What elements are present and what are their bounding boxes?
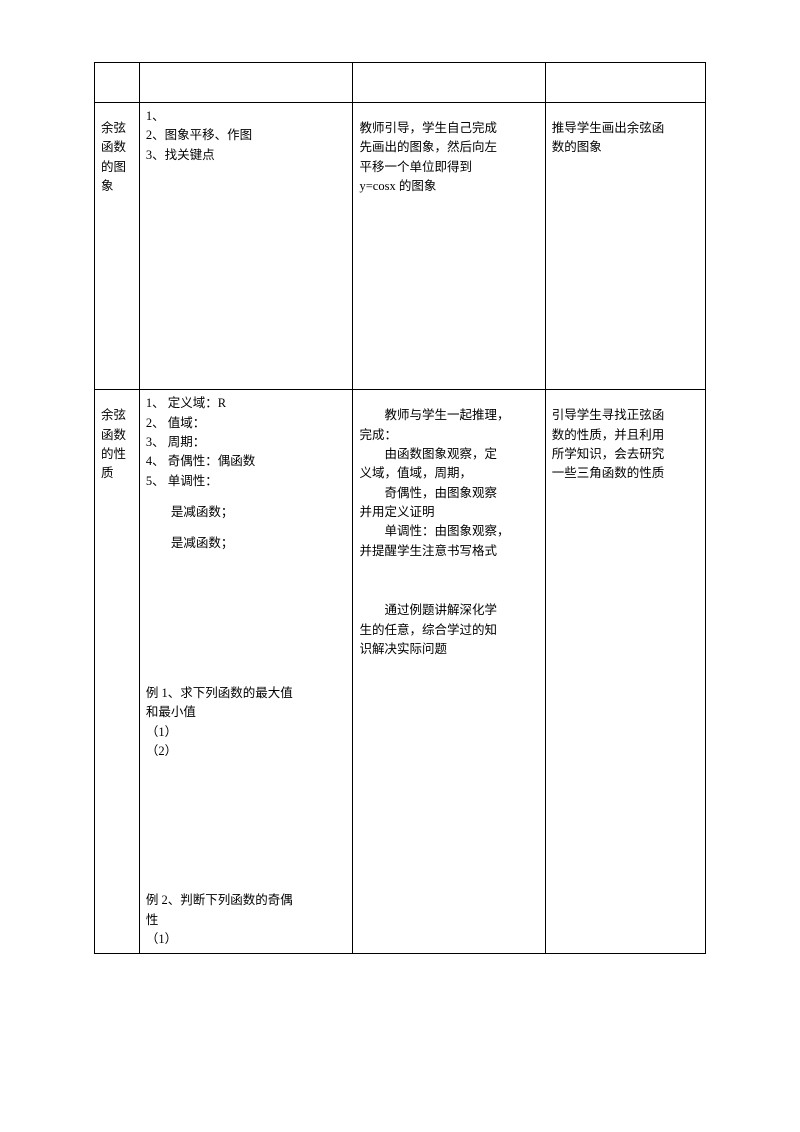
r2-c0-l4: 质 (101, 464, 133, 483)
lesson-table: 余弦 函数 的图 象 1、 2、图象平移、作图 3、找关键点 教师引导，学生自己… (94, 62, 706, 954)
r2-c1-l1: 1、 定义域：R (146, 394, 347, 413)
r1-c3-l2: 数的图象 (552, 138, 699, 157)
r2-c2-l6: 并用定义证明 (359, 503, 538, 522)
r1-c2-l4: y=cosx 的图象 (359, 177, 538, 196)
hdr-c1 (139, 63, 353, 103)
r2-c2-l4: 义域，值域，周期， (359, 464, 538, 483)
row-cosine-graph: 余弦 函数 的图 象 1、 2、图象平移、作图 3、找关键点 教师引导，学生自己… (95, 103, 706, 390)
header-row (95, 63, 706, 103)
r2-c3-l4: 一些三角函数的性质 (552, 464, 699, 483)
r1-c1-l1: 1、 (146, 107, 347, 126)
row-cosine-properties: 余弦 函数 的性 质 1、 定义域：R 2、 值域： 3、 周期： 4、 奇偶性… (95, 390, 706, 954)
r1-c0-l2: 函数 (101, 138, 133, 157)
r2-c1-ex2: 例 2、判断下列函数的奇偶 (146, 891, 347, 910)
r2-c2-l3: 由函数图象观察，定 (359, 445, 538, 464)
r1-c2-l3: 平移一个单位即得到 (359, 158, 538, 177)
r2-c1-ex1-1: （1） (146, 723, 347, 742)
r2-c1-ex1b: 和最小值 (146, 703, 347, 722)
r1-c1-l3: 3、找关键点 (146, 146, 347, 165)
r2-c1-l7: 是减函数； (146, 534, 347, 553)
r2-c2-l9: 通过例题讲解深化学 (359, 601, 538, 620)
r1-c1-l2: 2、图象平移、作图 (146, 126, 347, 145)
r2-c2-l5: 奇偶性，由图象观察 (359, 484, 538, 503)
r1-c0-l3: 的图 (101, 158, 133, 177)
r2-c2-l8: 并提醒学生注意书写格式 (359, 542, 538, 561)
r2-c0-l2: 函数 (101, 426, 133, 445)
r1-activity: 教师引导，学生自己完成 先画出的图象，然后向左 平移一个单位即得到 y=cosx… (353, 103, 545, 390)
r2-c2-l2: 完成： (359, 426, 538, 445)
r1-c0-l1: 余弦 (101, 119, 133, 138)
hdr-c3 (545, 63, 705, 103)
r2-c2-l11: 识解决实际问题 (359, 640, 538, 659)
r1-c2-l1: 教师引导，学生自己完成 (359, 119, 538, 138)
r2-c2-l1: 教师与学生一起推理， (359, 406, 538, 425)
r2-intent: 引导学生寻找正弦函 数的性质，并且利用 所学知识，会去研究 一些三角函数的性质 (545, 390, 705, 954)
r1-c2-l2: 先画出的图象，然后向左 (359, 138, 538, 157)
r2-c0-l3: 的性 (101, 445, 133, 464)
r1-label: 余弦 函数 的图 象 (95, 103, 140, 390)
hdr-c2 (353, 63, 545, 103)
r1-c0-l4: 象 (101, 177, 133, 196)
r2-c3-l3: 所学知识，会去研究 (552, 445, 699, 464)
r2-c1-ex2-1: （1） (146, 930, 347, 949)
r2-c1-l3: 3、 周期： (146, 433, 347, 452)
r1-c3-l1: 推导学生画出余弦函 (552, 119, 699, 138)
r2-c2-l10: 生的任意，综合学过的知 (359, 621, 538, 640)
r2-c1-ex1: 例 1、求下列函数的最大值 (146, 684, 347, 703)
r2-c2-l7: 单调性：由图象观察， (359, 522, 538, 541)
r2-c1-l6: 是减函数； (146, 503, 347, 522)
r2-label: 余弦 函数 的性 质 (95, 390, 140, 954)
hdr-c0 (95, 63, 140, 103)
r2-c1-l4: 4、 奇偶性：偶函数 (146, 452, 347, 471)
r2-c1-l5: 5、 单调性： (146, 472, 347, 491)
r2-activity: 教师与学生一起推理， 完成： 由函数图象观察，定 义域，值域，周期， 奇偶性，由… (353, 390, 545, 954)
r2-c3-l1: 引导学生寻找正弦函 (552, 406, 699, 425)
r2-c1-ex2b: 性 (146, 911, 347, 930)
r2-c1-ex1-2: （2） (146, 742, 347, 761)
r2-c3-l2: 数的性质，并且利用 (552, 426, 699, 445)
r1-intent: 推导学生画出余弦函 数的图象 (545, 103, 705, 390)
r2-content: 1、 定义域：R 2、 值域： 3、 周期： 4、 奇偶性：偶函数 5、 单调性… (139, 390, 353, 954)
r2-c1-l2: 2、 值域： (146, 414, 347, 433)
r2-c0-l1: 余弦 (101, 406, 133, 425)
r1-content: 1、 2、图象平移、作图 3、找关键点 (139, 103, 353, 390)
